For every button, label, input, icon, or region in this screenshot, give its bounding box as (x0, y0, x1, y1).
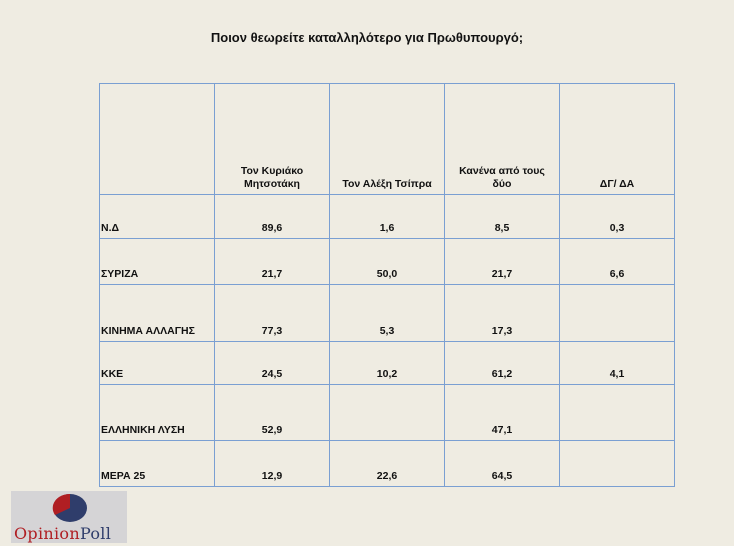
row-label: ΕΛΛΗΝΙΚΗ ΛΥΣΗ (99, 384, 215, 441)
cell: 17,3 (444, 284, 560, 342)
header-cell: Τον Αλέξη Τσίπρα (329, 83, 445, 195)
cell: 4,1 (559, 341, 675, 385)
logo-text-opinion: Opinion (14, 524, 80, 543)
table-row: ΣΥΡΙΖΑ 21,7 50,0 21,7 6,6 (99, 238, 675, 285)
cell: 61,2 (444, 341, 560, 385)
cell: 6,6 (559, 238, 675, 285)
cell: 47,1 (444, 384, 560, 441)
cell: 5,3 (329, 284, 445, 342)
cell (559, 384, 675, 441)
cell: 64,5 (444, 440, 560, 487)
results-table: Τον Κυριάκο Μητσοτάκη Τον Αλέξη Τσίπρα Κ… (99, 83, 675, 487)
cell: 21,7 (444, 238, 560, 285)
cell: 24,5 (214, 341, 330, 385)
cell (559, 440, 675, 487)
page-title: Ποιον θεωρείτε καταλληλότερο για Πρωθυπο… (210, 30, 524, 45)
table-row: ΕΛΛΗΝΙΚΗ ΛΥΣΗ 52,9 47,1 (99, 384, 675, 441)
cell: 89,6 (214, 194, 330, 239)
cell: 0,3 (559, 194, 675, 239)
cell: 10,2 (329, 341, 445, 385)
pie-logo-icon (52, 493, 87, 522)
cell: 50,0 (329, 238, 445, 285)
row-label: ΚΚΕ (99, 341, 215, 385)
cell (329, 384, 445, 441)
logo-text-poll: Poll (79, 524, 112, 543)
table-row: ΚΚΕ 24,5 10,2 61,2 4,1 (99, 341, 675, 385)
cell: 8,5 (444, 194, 560, 239)
cell: 12,9 (214, 440, 330, 487)
row-label: ΜΕΡΑ 25 (99, 440, 215, 487)
logo-text: OpinionPoll (14, 524, 111, 543)
cell: 22,6 (329, 440, 445, 487)
cell (559, 284, 675, 342)
header-cell (99, 83, 215, 195)
table-row: ΚΙΝΗΜΑ ΑΛΛΑΓΗΣ 77,3 5,3 17,3 (99, 284, 675, 342)
header-cell: ΔΓ/ ΔΑ (559, 83, 675, 195)
row-label: Ν.Δ (99, 194, 215, 239)
table-row: ΜΕΡΑ 25 12,9 22,6 64,5 (99, 440, 675, 487)
cell: 21,7 (214, 238, 330, 285)
table-row: Ν.Δ 89,6 1,6 8,5 0,3 (99, 194, 675, 239)
cell: 52,9 (214, 384, 330, 441)
row-label: ΣΥΡΙΖΑ (99, 238, 215, 285)
header-row: Τον Κυριάκο Μητσοτάκη Τον Αλέξη Τσίπρα Κ… (99, 83, 675, 195)
row-label: ΚΙΝΗΜΑ ΑΛΛΑΓΗΣ (99, 284, 215, 342)
header-cell: Κανένα από τους δύο (444, 83, 560, 195)
cell: 1,6 (329, 194, 445, 239)
cell: 77,3 (214, 284, 330, 342)
header-cell: Τον Κυριάκο Μητσοτάκη (214, 83, 330, 195)
opinionpoll-logo: OpinionPoll (11, 491, 127, 543)
